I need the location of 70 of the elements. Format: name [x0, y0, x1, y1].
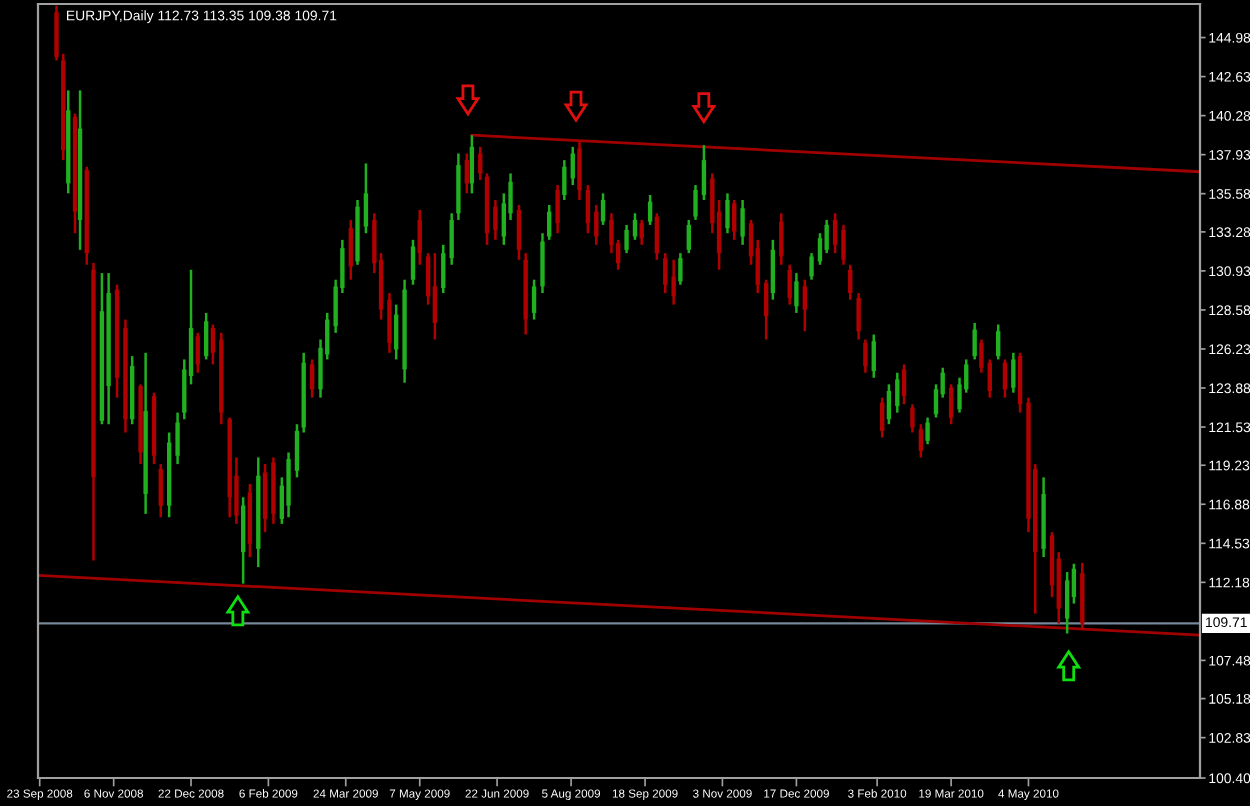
candlestick — [1064, 570, 1070, 635]
candlestick — [363, 162, 369, 235]
candlestick — [632, 212, 638, 242]
candlestick — [925, 416, 930, 446]
candlestick — [848, 263, 853, 301]
candlestick — [624, 223, 629, 255]
candlestick — [1011, 351, 1016, 394]
candlestick — [210, 323, 216, 366]
candlestick — [740, 198, 745, 247]
candlestick — [585, 183, 591, 235]
candlestick — [918, 422, 924, 459]
candlestick — [663, 251, 668, 295]
candlestick — [879, 396, 885, 439]
candlestick — [686, 218, 691, 255]
candlestick — [555, 183, 560, 235]
candlestick — [856, 291, 861, 341]
candlestick — [871, 333, 876, 379]
candlestick — [449, 212, 454, 267]
candlestick — [794, 271, 799, 315]
candlestick — [895, 371, 900, 414]
candlestick — [725, 192, 730, 235]
candlestick — [979, 338, 984, 374]
candlestick — [516, 203, 522, 262]
candlestick — [464, 152, 469, 195]
candlestick — [195, 331, 200, 374]
candlestick — [910, 403, 915, 434]
candlestick — [531, 278, 537, 321]
candlestick — [417, 208, 422, 267]
candlestick — [701, 143, 707, 202]
candlestick — [570, 145, 575, 187]
candlestick — [886, 383, 892, 426]
candlestick — [693, 183, 698, 222]
candlestick — [600, 192, 606, 227]
candlestick — [763, 278, 769, 341]
candlestick — [432, 251, 438, 341]
candlestick — [948, 383, 954, 426]
candlestick — [577, 140, 582, 202]
candlestick — [1002, 358, 1008, 399]
candlestick — [387, 291, 392, 355]
candlestick — [262, 462, 268, 534]
candlestick — [309, 358, 315, 399]
candlestick — [594, 203, 599, 247]
candlestick — [158, 462, 163, 519]
candlestick — [802, 278, 808, 333]
candlestick — [770, 238, 776, 301]
candlestick — [175, 411, 180, 466]
candlestick — [469, 133, 475, 195]
candlestick — [654, 212, 660, 262]
candlestick — [441, 243, 446, 295]
candlestick — [841, 223, 846, 267]
candlestick — [562, 158, 567, 202]
candlestick — [493, 198, 498, 242]
candlestick — [286, 451, 291, 519]
candlestick — [787, 263, 792, 306]
candlestick — [832, 212, 838, 255]
candlestick — [972, 321, 977, 361]
candlestick — [671, 258, 676, 306]
candlestick — [809, 251, 814, 281]
candlestick — [348, 218, 353, 281]
candlestick — [863, 338, 868, 374]
candlestick — [639, 218, 644, 247]
candlestick — [410, 238, 416, 286]
candlestick — [240, 496, 246, 585]
candlestick — [203, 311, 209, 361]
candlestick — [901, 363, 907, 406]
candlestick — [987, 358, 992, 399]
candlestick — [732, 198, 737, 242]
candlestick — [647, 193, 653, 227]
candlestick — [678, 251, 683, 286]
candlestick — [996, 323, 1001, 361]
